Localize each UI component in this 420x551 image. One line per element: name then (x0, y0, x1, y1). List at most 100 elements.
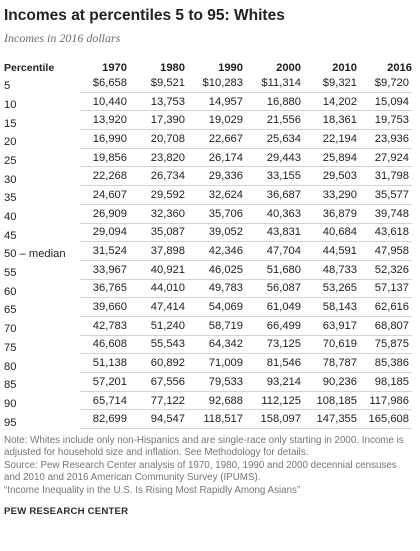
percentile-label: 30 (4, 173, 17, 186)
table-cell: 47,414 (130, 297, 188, 317)
column-header-1980: 1980 (160, 62, 185, 74)
source-text: Source: Pew Research Center analysis of … (4, 459, 397, 484)
table-cell: 63,917 (304, 316, 360, 336)
table-cell: 55,543 (130, 335, 188, 355)
table-cell: 53,265 (304, 279, 360, 299)
table-cell: 61,049 (246, 297, 304, 317)
table-cell: 36,687 (246, 185, 304, 205)
table-cell: 117,986 (360, 391, 412, 411)
table-cell: 66,499 (246, 316, 304, 336)
table-cell: 40,363 (246, 204, 304, 224)
row-header-label: Percentile (4, 62, 55, 74)
table-cell: 85,386 (360, 353, 412, 373)
table-cell: 46,025 (188, 260, 246, 280)
table-cell: 31,798 (360, 166, 412, 187)
column-header-1990: 1990 (218, 62, 243, 74)
table-header-row: Percentile 1970 1980 1990 2000 2010 2016 (4, 56, 412, 74)
table-cell: 19,029 (188, 110, 246, 131)
table-cell: 31,524 (80, 241, 130, 261)
table-cell: 73,125 (246, 335, 304, 355)
table-cell: 92,688 (188, 391, 246, 411)
table-cell: 33,290 (304, 185, 360, 205)
table-row: 25 19,856 23,820 26,174 29,443 25,894 27,924 (4, 148, 412, 168)
table-cell: 158,097 (246, 409, 304, 430)
table-cell: 108,185 (304, 391, 360, 411)
chart-subtitle: Incomes in 2016 dollars (4, 31, 121, 45)
table-cell: 54,069 (188, 297, 246, 317)
table-row: 90 65,714 77,122 92,688 112,125 108,185 117,98… (4, 391, 412, 411)
table-cell: 25,894 (304, 148, 360, 168)
table-cell: 35,577 (360, 185, 412, 205)
percentile-label: 75 (4, 341, 17, 354)
table-cell: 71,009 (188, 353, 246, 373)
table-cell: 94,547 (130, 409, 188, 430)
percentile-label: 90 (4, 397, 17, 410)
table-row: 5 $6,658 $9,521 $10,283 $11,314 $9,321 $9,720 (4, 74, 412, 93)
table-cell: 35,706 (188, 204, 246, 224)
column-header-2016: 2016 (387, 62, 412, 74)
table-cell: 68,807 (360, 316, 412, 336)
table-row: 65 39,660 47,414 54,069 61,049 58,143 62,616 (4, 297, 412, 317)
table-cell: 46,608 (80, 335, 130, 355)
table-cell: 51,240 (130, 316, 188, 336)
percentile-label: 15 (4, 117, 17, 130)
table-cell: 27,924 (360, 148, 412, 168)
table-cell: 47,958 (360, 241, 412, 261)
table-cell: $10,283 (188, 74, 246, 93)
table-cell: 44,591 (304, 241, 360, 261)
table-cell: 56,087 (246, 279, 304, 299)
table-cell: 23,936 (360, 129, 412, 149)
table-cell: 21,556 (246, 110, 304, 131)
table-cell: 24,607 (80, 185, 130, 205)
table-cell: 13,920 (80, 110, 130, 131)
table-cell: 39,660 (80, 297, 130, 317)
table-cell: 65,714 (80, 391, 130, 411)
percentile-label: 25 (4, 154, 17, 167)
table-cell: 22,667 (188, 129, 246, 149)
table-cell: 58,143 (304, 297, 360, 317)
table-cell: 26,909 (80, 204, 130, 224)
table-cell: 60,892 (130, 353, 188, 373)
percentile-label: 95 (4, 416, 17, 429)
table-row: 10 10,440 13,753 14,957 16,880 14,202 15,094 (4, 92, 412, 112)
table-cell: 36,879 (304, 204, 360, 224)
table-cell: 165,608 (360, 409, 412, 430)
table-cell: 14,202 (304, 92, 360, 112)
table-cell: 40,684 (304, 223, 360, 243)
percentile-label: 60 (4, 285, 17, 298)
table-cell: 70,619 (304, 335, 360, 355)
table-row: 75 46,608 55,543 64,342 73,125 70,619 75,875 (4, 335, 412, 355)
table-cell: 25,634 (246, 129, 304, 149)
table-cell: 39,052 (188, 223, 246, 243)
table-cell: 98,185 (360, 372, 412, 392)
percentile-label: 65 (4, 304, 17, 317)
table-cell: 64,342 (188, 335, 246, 355)
table-cell: 14,957 (188, 92, 246, 112)
table-row: 55 33,967 40,921 46,025 51,680 48,733 52,326 (4, 260, 412, 280)
table-cell: 47,704 (246, 241, 304, 261)
table-cell: $11,314 (246, 74, 304, 93)
note-text: Note: Whites include only non-Hispanics … (4, 435, 404, 459)
table-cell: 33,155 (246, 166, 304, 187)
table-cell: 36,765 (80, 279, 130, 299)
table-cell: 16,990 (80, 129, 130, 149)
footnotes: Note: Whites include only non-Hispanics … (4, 435, 412, 497)
table-cell: 15,094 (360, 92, 412, 112)
table-cell: 22,194 (304, 129, 360, 149)
percentile-label: 80 (4, 360, 17, 373)
table-row: 95 82,699 94,547 118,517 158,097 147,355 165,6… (4, 409, 412, 430)
table-cell: 78,787 (304, 353, 360, 373)
table-cell: $9,720 (360, 74, 412, 93)
pew-research-logo: PEW RESEARCH CENTER (4, 506, 129, 518)
table-row: 35 24,607 29,592 32,624 36,687 33,290 35,577 (4, 185, 412, 205)
table-cell: 19,856 (80, 148, 130, 168)
table-row: 45 29,094 35,087 39,052 43,831 40,684 43,618 (4, 223, 412, 243)
table-cell: 10,440 (80, 92, 130, 112)
percentile-label: 20 (4, 136, 17, 149)
table-body: 5 $6,658 $9,521 $10,283 $11,314 $9,321 $9,720 1… (4, 74, 412, 430)
table-cell: 57,137 (360, 279, 412, 299)
table-cell: 49,783 (188, 279, 246, 299)
table-cell: 147,355 (304, 409, 360, 430)
table-cell: 29,336 (188, 166, 246, 187)
table-row: 70 42,783 51,240 58,719 66,499 63,917 68,807 (4, 316, 412, 336)
